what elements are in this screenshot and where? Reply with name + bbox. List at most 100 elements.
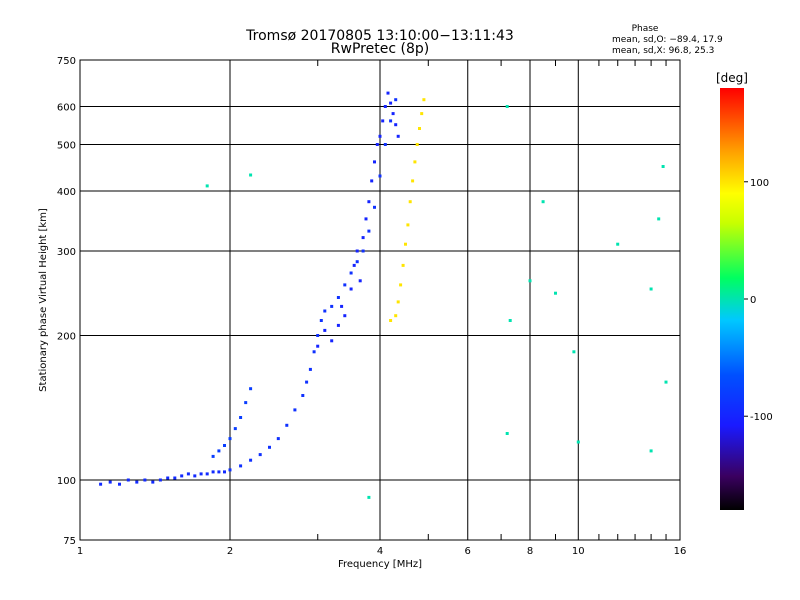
data-point xyxy=(373,160,376,164)
data-point xyxy=(211,454,215,458)
plot-frame xyxy=(79,59,681,541)
axis-ticks: 1 2 4 6 8 10 16 75 100 200 300 400 500 600 750 xyxy=(57,56,686,557)
stats-heading: Phase xyxy=(632,24,659,34)
data-point xyxy=(308,367,312,371)
stats-o-line: mean, sd,O: −89.4, 17.9 xyxy=(612,35,723,45)
data-point xyxy=(373,205,376,209)
data-point xyxy=(399,283,403,287)
colorbar-tick-label: -100 xyxy=(750,412,773,423)
data-point xyxy=(180,474,184,478)
data-point xyxy=(126,478,130,482)
x-tick-label: 4 xyxy=(377,546,383,557)
y-tick-label: 100 xyxy=(57,476,76,487)
data-point xyxy=(661,165,665,168)
chart-title: Tromsø 20170805 13:10:00−13:11:43 xyxy=(245,28,514,44)
data-point xyxy=(413,160,417,164)
chart-subtitle: RwPretec (8p) xyxy=(331,41,429,57)
data-point xyxy=(415,143,419,146)
colorbar-gradient xyxy=(720,88,744,510)
data-point xyxy=(418,127,421,130)
x-tick-label: 16 xyxy=(674,546,687,557)
data-point xyxy=(319,319,323,322)
data-point xyxy=(349,287,353,291)
data-point xyxy=(135,480,139,484)
data-point xyxy=(404,242,407,246)
data-point xyxy=(389,319,393,322)
data-point xyxy=(330,304,334,308)
data-point xyxy=(361,236,365,240)
data-point xyxy=(406,223,410,227)
data-point xyxy=(268,445,271,449)
x-tick-label: 1 xyxy=(77,546,83,557)
y-tick-label: 400 xyxy=(57,187,76,198)
colorbar-tick-label: 0 xyxy=(750,295,756,306)
data-point xyxy=(541,200,545,204)
data-point xyxy=(370,179,374,183)
data-point xyxy=(375,143,379,146)
data-point xyxy=(340,304,344,308)
colorbar-label: [deg] xyxy=(716,71,748,85)
data-point xyxy=(367,229,371,233)
data-point xyxy=(205,472,209,476)
data-point xyxy=(508,319,512,322)
colorbar-tick-label: 100 xyxy=(750,178,769,189)
y-tick-label: 500 xyxy=(57,141,76,152)
data-point xyxy=(323,328,327,332)
data-point xyxy=(301,394,305,397)
data-point xyxy=(394,314,398,318)
y-tick-label: 600 xyxy=(57,103,76,114)
data-point xyxy=(312,350,316,354)
data-point xyxy=(199,472,203,476)
data-point xyxy=(166,476,170,480)
data-point xyxy=(205,184,209,188)
data-point xyxy=(349,271,353,275)
data-point xyxy=(355,260,359,264)
data-point xyxy=(276,437,280,441)
data-point xyxy=(394,123,398,127)
data-point xyxy=(330,339,334,343)
colorbar: [deg] 100 0 -100 xyxy=(716,71,773,510)
data-point xyxy=(158,478,162,482)
data-point xyxy=(422,98,426,102)
data-point xyxy=(383,143,387,146)
data-point xyxy=(99,482,103,486)
data-point xyxy=(401,263,405,267)
data-point xyxy=(528,279,532,283)
data-point xyxy=(396,300,400,304)
data-point xyxy=(336,323,340,327)
data-point xyxy=(649,449,653,453)
data-point xyxy=(389,119,393,123)
data-point xyxy=(389,101,393,105)
stats-x-line: mean, sd,X: 96.8, 25.3 xyxy=(612,46,714,56)
data-point xyxy=(394,98,398,102)
data-point xyxy=(361,249,365,253)
x-tick-label: 6 xyxy=(465,546,471,557)
data-point xyxy=(228,468,232,472)
y-tick-label: 75 xyxy=(63,536,76,547)
data-point xyxy=(664,380,668,384)
data-point xyxy=(343,314,347,318)
data-point xyxy=(505,432,509,435)
data-point xyxy=(293,408,297,412)
data-point xyxy=(396,134,400,138)
data-point xyxy=(249,458,253,462)
data-point xyxy=(211,470,215,474)
data-point xyxy=(572,350,576,354)
data-point xyxy=(554,291,557,295)
data-point xyxy=(383,105,387,108)
data-point xyxy=(316,334,320,337)
data-point xyxy=(217,449,221,453)
data-point xyxy=(358,279,362,283)
data-point xyxy=(367,200,371,204)
data-point xyxy=(616,242,620,246)
grid-lines xyxy=(80,60,680,540)
data-point xyxy=(173,476,177,480)
data-point xyxy=(381,119,385,123)
data-point xyxy=(420,112,424,116)
data-point xyxy=(239,464,243,468)
data-point xyxy=(336,296,340,299)
data-point xyxy=(223,444,226,447)
data-point xyxy=(193,474,197,478)
data-point xyxy=(108,480,112,484)
data-point xyxy=(305,380,309,384)
